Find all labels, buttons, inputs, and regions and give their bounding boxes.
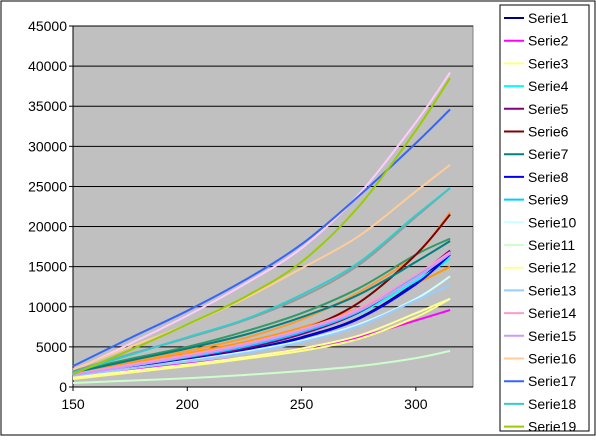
legend-label: Serie18 xyxy=(528,396,576,412)
legend-label: Serie10 xyxy=(528,214,576,230)
legend-label: Serie17 xyxy=(528,373,576,389)
series-line-serie13 xyxy=(72,284,451,377)
y-tick-label: 20000 xyxy=(28,219,67,235)
legend-label: Serie6 xyxy=(528,124,569,140)
y-tick-label: 0 xyxy=(59,379,67,395)
legend-label: Serie11 xyxy=(528,237,575,253)
legend-label: Serie12 xyxy=(528,260,576,276)
legend-label: Serie3 xyxy=(528,55,569,71)
y-tick-label: 35000 xyxy=(28,98,67,114)
y-tick-label: 25000 xyxy=(28,178,67,194)
x-tick-label: 300 xyxy=(404,396,428,412)
series-line xyxy=(72,71,451,372)
legend-label: Serie2 xyxy=(528,33,569,49)
x-tick-label: 150 xyxy=(61,396,85,412)
legend-box xyxy=(499,4,590,432)
series-line-serie16 xyxy=(72,164,451,371)
series-line xyxy=(72,237,451,373)
legend-label: Serie8 xyxy=(528,169,569,185)
y-tick-label: 5000 xyxy=(36,339,67,355)
legend-label: Serie14 xyxy=(528,305,576,321)
series-lines xyxy=(72,71,451,384)
series-line-serie3 xyxy=(72,297,451,380)
plot-area xyxy=(72,25,474,388)
series-line-serie7 xyxy=(72,240,451,374)
series-line-serie11 xyxy=(72,349,451,384)
legend-label: Serie4 xyxy=(528,78,569,94)
legend-label: Serie1 xyxy=(528,10,569,26)
legend: Serie1 Serie2 Serie3 Serie4 Serie5 Serie6 Seri… xyxy=(499,4,590,435)
x-tick-label: 200 xyxy=(176,396,200,412)
axes: 0 5000 10000 15000 20000 25000 30000 35000 40000… xyxy=(28,18,473,412)
legend-label: Serie7 xyxy=(528,146,569,162)
legend-label: Serie5 xyxy=(528,101,569,117)
legend-label: Serie19 xyxy=(528,419,576,435)
series-line-serie15 xyxy=(72,252,451,376)
legend-label: Serie9 xyxy=(528,192,569,208)
series-line-serie14 xyxy=(72,251,451,376)
legend-label: Serie15 xyxy=(528,328,576,344)
series-line-serie18 xyxy=(72,187,451,374)
y-tick-label: 45000 xyxy=(28,18,67,34)
y-tick-label: 40000 xyxy=(28,58,67,74)
y-tick-label: 30000 xyxy=(28,138,67,154)
series-line-serie19 xyxy=(72,77,451,376)
y-tick-label: 15000 xyxy=(28,259,67,275)
x-tick-label: 250 xyxy=(290,396,314,412)
legend-label: Serie13 xyxy=(528,282,576,298)
series-line-serie17 xyxy=(72,108,451,368)
legend-label: Serie16 xyxy=(528,351,576,367)
y-tick-label: 10000 xyxy=(28,299,67,315)
series-line-serie12 xyxy=(72,297,451,379)
